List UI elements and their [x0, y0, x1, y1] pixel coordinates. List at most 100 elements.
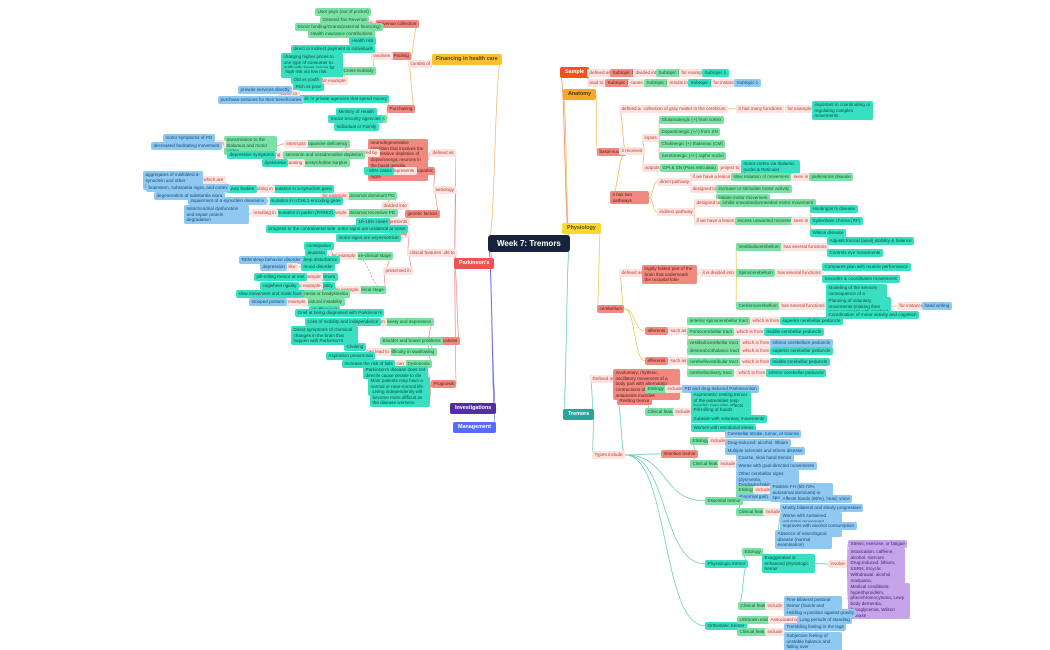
node-bn_func[interactable]: it has many functions	[736, 105, 785, 113]
node-int_e2[interactable]: Drug-induced: alcohol, lithium	[725, 439, 791, 447]
node-fin_rich[interactable]: Rich vs poor	[293, 83, 324, 91]
node-bn_rec[interactable]: it receives	[619, 147, 645, 155]
node-bn_glu[interactable]: Glutamatergic (+) from cortex	[659, 116, 724, 124]
node-bn_2p[interactable]: it has two pathways	[610, 191, 649, 205]
node-pk_motor[interactable]: motor symptoms of PD	[163, 134, 215, 142]
node-inv[interactable]: Investigations	[450, 403, 497, 414]
node-pk_def_l[interactable]: defined as	[430, 149, 457, 157]
node-bn_imp[interactable]: important in coordinating or regulating …	[812, 101, 873, 121]
node-pk_rem[interactable]: REM sleep behavior disorder	[239, 256, 304, 264]
node-pk_impair[interactable]: impairment of α-synuclein clearance	[188, 197, 267, 205]
node-r1s1[interactable]: Subtopic 1	[610, 69, 637, 77]
node-pk_cf[interactable]: clinical features	[407, 249, 444, 257]
node-ess_cf[interactable]: Clinical features	[736, 508, 774, 516]
node-cb_spi2[interactable]: Smooths & coordinates movements	[822, 275, 900, 283]
node-r2s4[interactable]: Subtopic 1	[734, 79, 761, 87]
node-t_def_l[interactable]: Defined as	[590, 375, 617, 383]
node-pk_like2[interactable]: like	[286, 263, 298, 271]
node-aff2_p[interactable]: middle cerebellar peduncle	[764, 328, 824, 336]
node-pk_ano[interactable]: anosmia	[305, 249, 328, 257]
node-fin_dir[interactable]: direct or indirect payment to individual…	[291, 45, 376, 53]
node-pk_mut2[interactable]: mutation in parkin (PARK2)	[275, 209, 336, 217]
node-fin_old[interactable]: Old vs youth	[291, 76, 322, 84]
node-int_c2[interactable]: Worse with goal-directed movements	[736, 462, 817, 470]
node-int_et_inc[interactable]: include	[708, 437, 728, 445]
node-orth_cf_inc[interactable]: include	[765, 628, 785, 636]
node-pk_akin[interactable]: akinesia or bradykinesia	[296, 290, 351, 298]
node-fin_moh[interactable]: Ministry of Health	[336, 108, 377, 116]
node-fin_ind[interactable]: Individual or Family	[334, 123, 379, 131]
node-phys[interactable]: Physiologic tremor	[705, 560, 748, 568]
node-bn_proj[interactable]: project to	[718, 164, 742, 172]
node-aff[interactable]: afferents	[645, 327, 668, 335]
node-pk_rig_eg[interactable]: for example	[294, 282, 324, 290]
node-ip_wil[interactable]: Wilson disease	[810, 229, 846, 237]
node-trm[interactable]: Tremors	[563, 409, 595, 420]
node-pk_direct[interactable]: Direct symptoms of chemical changes in t…	[291, 326, 358, 346]
node-bn_def_l[interactable]: defined as	[619, 105, 646, 113]
node-bn_in[interactable]: inputs	[642, 134, 660, 142]
node-ip_exc[interactable]: excess unwanted movement	[735, 217, 799, 225]
node-fin_user[interactable]: User pays (out of pocket)	[315, 8, 372, 16]
node-fin[interactable]: Financing in health care	[432, 54, 502, 65]
node-pk[interactable]: Parkinson's	[454, 258, 495, 269]
node-pk_mood[interactable]: mood disorder	[301, 263, 336, 271]
node-fin_prov[interactable]: provide services directly	[238, 86, 293, 94]
node-pk_uni[interactable]: motor signs are unilateral at onset	[334, 225, 409, 233]
node-pk_clin[interactable]: clinical stage	[355, 286, 387, 294]
node-pk_stoop[interactable]: stooped posture	[249, 298, 287, 306]
node-eff1_l[interactable]: which is from	[740, 347, 772, 355]
node-pk_mito[interactable]: mitochondrial dysfunction and impair pro…	[184, 205, 249, 225]
node-cb_div[interactable]: it is divided into	[700, 269, 737, 277]
node-dp_inc[interactable]: increase or stimulate motor activity	[716, 185, 792, 193]
node-pk_prog2[interactable]: Prognosis	[431, 380, 457, 388]
node-cb_ves2[interactable]: Controls eye movements	[827, 249, 883, 257]
node-pk_res1[interactable]: resulting in	[248, 185, 276, 193]
node-eff3_l[interactable]: which is from	[736, 369, 768, 377]
node-pk_loss[interactable]: Loss of mobility and independence	[305, 318, 381, 326]
node-pk_rest[interactable]: pill-rolling tremor at rest	[254, 273, 307, 281]
node-bn_dop[interactable]: Dopaminergic (+/-) from SN	[659, 128, 721, 136]
node-ip_syd[interactable]: Sydenham chorea (RF)	[810, 217, 863, 225]
node-pk_pres[interactable]: presented in	[383, 267, 414, 275]
node-eff1_p[interactable]: superior cerebellar peduncle	[770, 347, 833, 355]
node-aff3_l[interactable]: which is from	[740, 339, 772, 347]
node-cb_cer_f[interactable]: has several functions	[779, 302, 828, 310]
node-bn_ser[interactable]: Serotonergic (+/-) raphe nuclei	[659, 152, 727, 160]
node-aff2[interactable]: Pontocerebellar tract	[687, 328, 735, 336]
node-pk_p1[interactable]: Parkinson's disease does not directly ca…	[363, 366, 428, 380]
node-ess_c4[interactable]: Improves with alcohol consumption	[780, 522, 857, 530]
node-bn_eg[interactable]: for example	[785, 105, 815, 113]
node-r1l3[interactable]: for example	[679, 69, 709, 77]
node-pk_cog[interactable]: cogwheel rigidity	[260, 282, 299, 290]
node-fin_pur[interactable]: Purchasing	[387, 105, 415, 113]
node-r1s2[interactable]: Subtopic 1	[656, 69, 683, 77]
node-int_cf_inc[interactable]: include	[718, 460, 738, 468]
node-ana[interactable]: Anatomy	[563, 89, 597, 100]
node-pk_grief[interactable]: Grief at being diagnosed with Parkinson'…	[295, 309, 385, 317]
node-pk_pre[interactable]: pre-clinical stage	[354, 252, 394, 260]
node-pk_trans[interactable]: transmission to the thalamus and motor c…	[224, 136, 277, 156]
node-r1l1[interactable]: defined as	[587, 69, 614, 77]
node-pk_mask[interactable]: slow movement and mask face	[236, 290, 305, 298]
node-orth_ue[interactable]: Unknown etiology	[737, 616, 779, 624]
node-cb_def_l[interactable]: defined as	[619, 269, 646, 277]
node-pk_brain[interactable]: brainstem, substantia nigra, and cortex	[146, 184, 231, 192]
node-pk_85[interactable]: - 85% cases	[364, 167, 395, 175]
node-pk_arpd[interactable]: autosomal recessive PD	[343, 209, 398, 217]
node-pk_sero[interactable]: serotonin and noradrenaline depletion	[283, 151, 366, 159]
node-r2l1[interactable]: lead to	[587, 79, 606, 87]
node-pk_rig[interactable]: rigidity	[317, 282, 336, 290]
node-r1s3[interactable]: Subtopic 1	[702, 69, 729, 77]
node-dp_init[interactable]: initiate motor movement	[716, 194, 771, 202]
node-pk_def[interactable]: neurodegenerative condition that involve…	[368, 139, 428, 182]
node-rest_et[interactable]: Etiology	[645, 385, 667, 393]
node-fin_inv[interactable]: involves	[371, 52, 393, 60]
node-aff3[interactable]: vestibulocerebellar tract	[687, 339, 741, 347]
node-int_et[interactable]: Etiology	[690, 437, 712, 445]
node-pk_idio[interactable]: idiopathic	[411, 167, 436, 175]
node-aff1[interactable]: anterior spinocerebellar tract	[687, 317, 751, 325]
node-eff3[interactable]: cerebelloolivary tract	[687, 369, 735, 377]
node-pk_aet[interactable]: aetiology	[433, 186, 457, 194]
node-ess_et[interactable]: Etiology	[736, 486, 758, 494]
